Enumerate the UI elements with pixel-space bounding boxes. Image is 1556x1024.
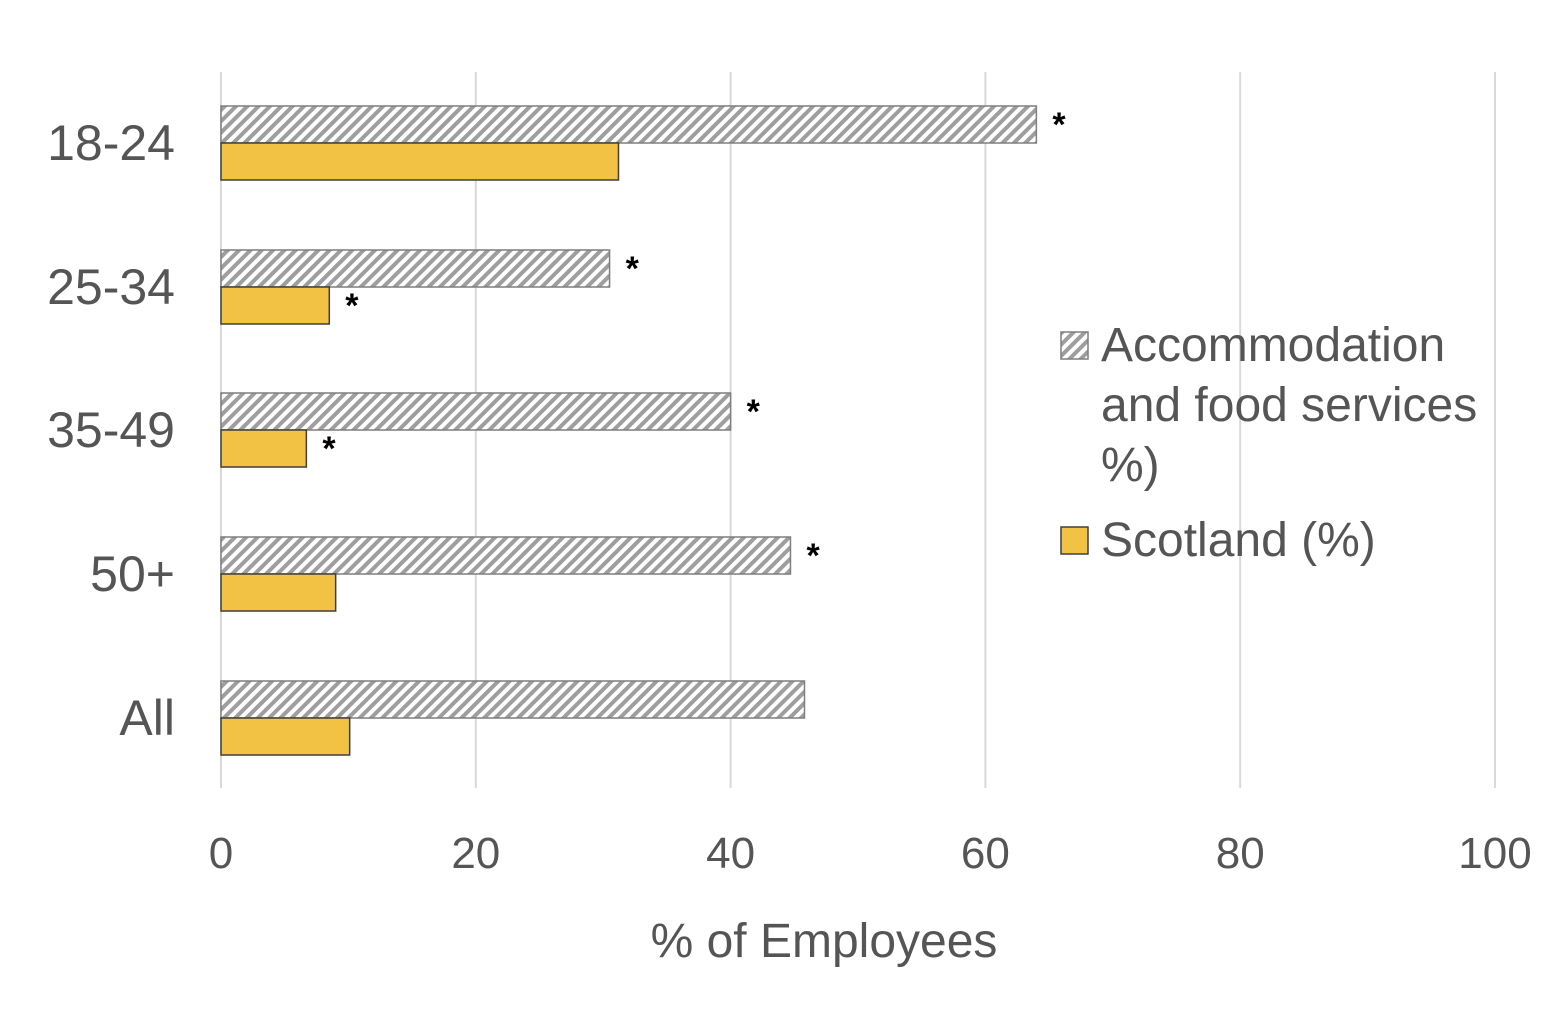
x-axis-title: % of Employees (651, 915, 998, 968)
legend: Accommodation and food services %) Scotlan… (1060, 319, 1491, 567)
bar-accommodation-50+ (220, 536, 792, 575)
significance-marker: * (747, 393, 761, 431)
x-tick-label: 80 (1216, 829, 1265, 878)
bar-scotland-35-49 (220, 429, 308, 468)
x-axis-labels: 0 20 40 60 80 100 (209, 829, 1532, 878)
bar-scotland-25-34 (220, 286, 331, 325)
y-tick-label: All (119, 690, 175, 746)
legend-label-accommodation: Accommodation and food services %) (1101, 319, 1491, 492)
bars (220, 105, 1038, 756)
legend-swatch-scotland (1060, 526, 1089, 555)
bar-scotland-18-24 (220, 142, 620, 181)
bar-scotland-All (220, 717, 351, 756)
bar-scotland-50+ (220, 573, 337, 612)
significance-marker: * (626, 250, 640, 288)
y-axis-labels: 18-24 25-34 35-49 50+ All (47, 115, 175, 746)
significance-marker: * (345, 287, 359, 325)
x-tick-label: 100 (1458, 829, 1531, 878)
x-tick-label: 60 (961, 829, 1010, 878)
bar-accommodation-All (220, 680, 806, 719)
bar-accommodation-18-24 (220, 105, 1038, 144)
x-tick-label: 20 (451, 829, 500, 878)
y-tick-label: 25-34 (47, 259, 175, 315)
bar-accommodation-25-34 (220, 249, 611, 288)
significance-marker: * (322, 430, 336, 468)
y-tick-label: 35-49 (47, 402, 175, 458)
legend-label-scotland: Scotland (%) (1101, 514, 1376, 567)
significance-markers: * * * * * * (322, 106, 1066, 575)
x-tick-label: 40 (706, 829, 755, 878)
y-tick-label: 50+ (90, 546, 175, 602)
bar-accommodation-35-49 (220, 392, 732, 431)
significance-marker: * (1052, 106, 1066, 144)
x-tick-label: 0 (209, 829, 233, 878)
y-tick-label: 18-24 (47, 115, 175, 171)
legend-swatch-accommodation (1060, 331, 1089, 360)
significance-marker: * (806, 537, 820, 575)
